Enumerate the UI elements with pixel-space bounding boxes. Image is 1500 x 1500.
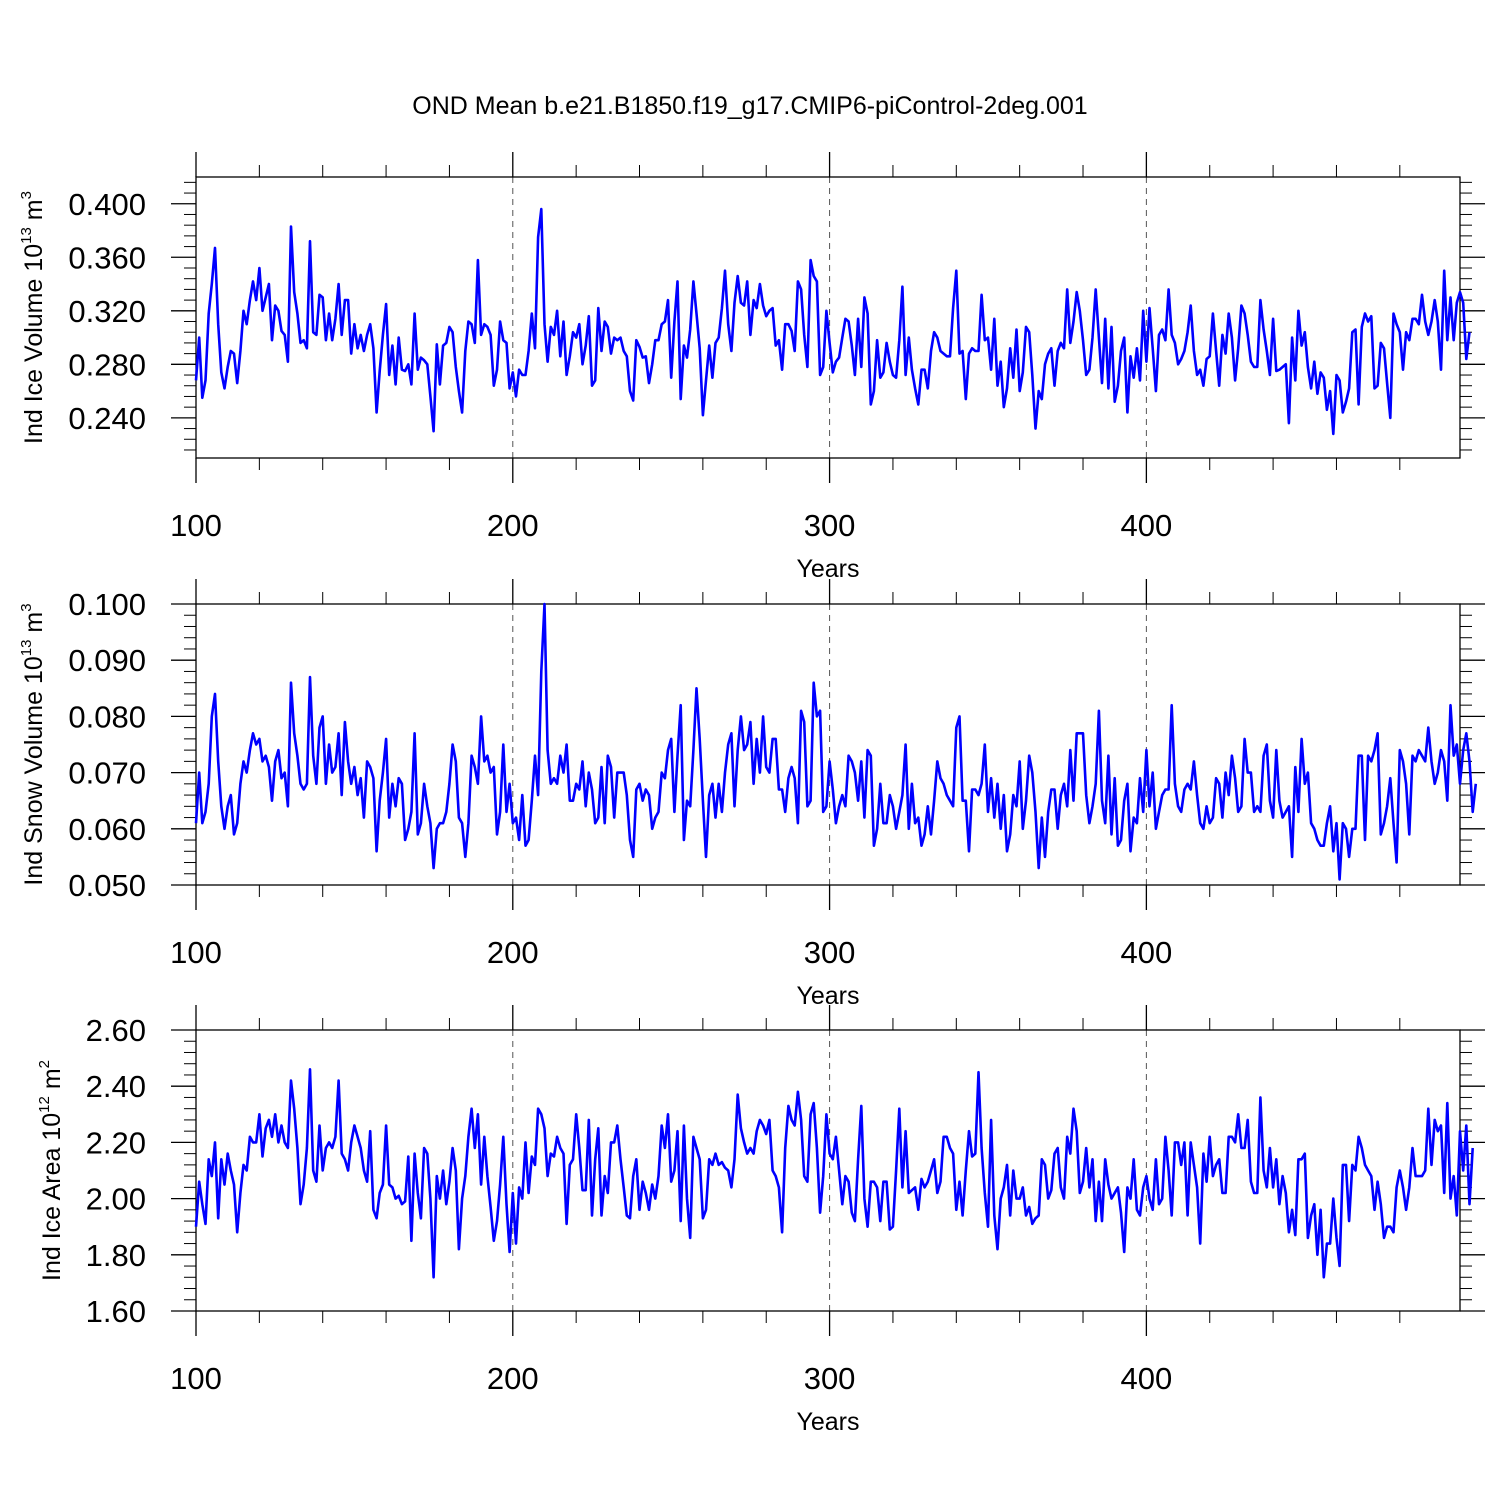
plot-frame bbox=[195, 1029, 1461, 1312]
y-tick-label: 1.80 bbox=[86, 1238, 146, 1273]
y-axis-label: Ind Ice Volume 1013 m3 bbox=[18, 191, 48, 444]
y-tick-label: 2.40 bbox=[86, 1069, 146, 1104]
x-tick-label: 200 bbox=[487, 1361, 539, 1396]
y-axis-label: Ind Ice Area 1012 m2 bbox=[36, 1060, 66, 1281]
y-tick-label: 0.100 bbox=[68, 587, 146, 622]
y-tick-label: 2.00 bbox=[86, 1182, 146, 1217]
y-axis-label-text: Ind Snow Volume 10 bbox=[20, 656, 48, 885]
series-line bbox=[194, 602, 1478, 881]
y-axis-label: Ind Snow Volume 1013 m3 bbox=[18, 603, 48, 885]
y-axis-label-unit-exponent: 3 bbox=[18, 603, 35, 611]
x-tick-label: 100 bbox=[170, 1361, 222, 1396]
panel-1: 0.240 0.280 0.320 0.360 0.400 100 200 300 400 Yea… bbox=[18, 152, 1485, 583]
x-tick-label: 100 bbox=[170, 935, 222, 970]
x-tick-label: 300 bbox=[804, 508, 856, 543]
y-tick-label: 0.090 bbox=[68, 643, 146, 678]
x-tick-label: 400 bbox=[1121, 1361, 1173, 1396]
x-tick-label: 400 bbox=[1121, 508, 1173, 543]
y-axis-label-text: Ind Ice Volume 10 bbox=[20, 244, 48, 444]
y-axis-label-unit-exponent: 3 bbox=[18, 191, 35, 199]
y-axis-label-exponent: 12 bbox=[36, 1096, 53, 1113]
y-axis-label-unit-exponent: 2 bbox=[36, 1060, 53, 1068]
y-tick-label: 0.080 bbox=[68, 699, 146, 734]
y-axis-label-unit: m bbox=[20, 199, 48, 227]
x-tick-label: 300 bbox=[804, 935, 856, 970]
y-tick-label: 2.20 bbox=[86, 1125, 146, 1160]
y-axis-label-exponent: 13 bbox=[18, 640, 35, 657]
x-tick-label: 400 bbox=[1121, 935, 1173, 970]
y-axis-label-unit: m bbox=[20, 612, 48, 640]
x-tick-label: 200 bbox=[487, 508, 539, 543]
x-axis-label: Years bbox=[796, 555, 859, 583]
y-axis-label-unit: m bbox=[38, 1068, 66, 1096]
y-tick-label: 1.60 bbox=[86, 1294, 146, 1329]
y-axis-label-text: Ind Ice Area 10 bbox=[38, 1113, 66, 1281]
figure-title: OND Mean b.e21.B1850.f19_g17.CMIP6-piCon… bbox=[412, 92, 1087, 120]
y-tick-label: 0.060 bbox=[68, 812, 146, 847]
y-tick-label: 0.240 bbox=[68, 401, 146, 436]
series-line bbox=[194, 1068, 1474, 1279]
panel-2: 0.050 0.060 0.070 0.080 0.090 0.100 100 200 300 4… bbox=[18, 579, 1485, 1010]
y-tick-label: 0.360 bbox=[68, 240, 146, 275]
plot-frame bbox=[195, 603, 1461, 886]
y-tick-label: 2.60 bbox=[86, 1013, 146, 1048]
x-axis-label: Years bbox=[796, 982, 859, 1010]
panels-container: 0.240 0.280 0.320 0.360 0.400 100 200 300 400 Yea… bbox=[18, 152, 1485, 1436]
plot-frame bbox=[195, 176, 1461, 459]
y-tick-label: 0.050 bbox=[68, 868, 146, 903]
panel-3: 1.60 1.80 2.00 2.20 2.40 2.60 100 200 300 400 Year… bbox=[36, 1005, 1485, 1436]
y-tick-label: 0.280 bbox=[68, 347, 146, 382]
y-tick-label: 0.070 bbox=[68, 756, 146, 791]
x-tick-label: 200 bbox=[487, 935, 539, 970]
y-tick-label: 0.320 bbox=[68, 294, 146, 329]
x-axis-label: Years bbox=[796, 1408, 859, 1436]
x-tick-label: 300 bbox=[804, 1361, 856, 1396]
y-axis-label-exponent: 13 bbox=[18, 227, 35, 244]
y-tick-label: 0.400 bbox=[68, 187, 146, 222]
series-line bbox=[194, 207, 1471, 436]
x-tick-label: 100 bbox=[170, 508, 222, 543]
